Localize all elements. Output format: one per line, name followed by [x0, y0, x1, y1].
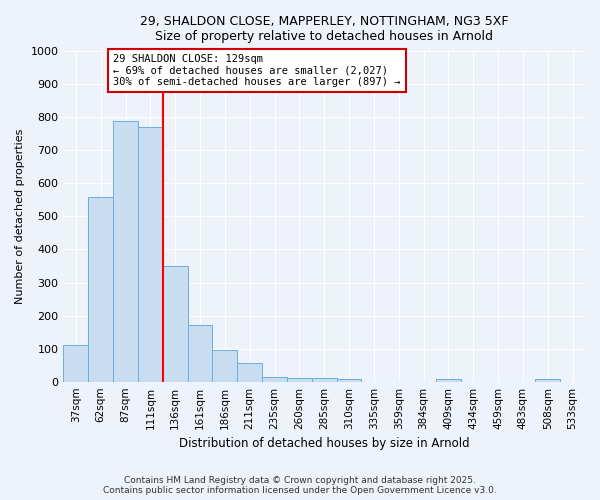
Bar [113, 120, 138, 382]
Bar [88, 196, 113, 382]
Bar [138, 127, 163, 382]
Bar [287, 378, 312, 382]
Bar [188, 326, 212, 382]
Bar [535, 379, 560, 382]
Text: Contains HM Land Registry data © Crown copyright and database right 2025.
Contai: Contains HM Land Registry data © Crown c… [103, 476, 497, 495]
Title: 29, SHALDON CLOSE, MAPPERLEY, NOTTINGHAM, NG3 5XF
Size of property relative to d: 29, SHALDON CLOSE, MAPPERLEY, NOTTINGHAM… [140, 15, 508, 43]
Bar [262, 376, 287, 382]
Bar [212, 350, 237, 382]
Bar [64, 346, 88, 382]
X-axis label: Distribution of detached houses by size in Arnold: Distribution of detached houses by size … [179, 437, 470, 450]
Bar [237, 364, 262, 382]
Bar [312, 378, 337, 382]
Bar [163, 266, 188, 382]
Y-axis label: Number of detached properties: Number of detached properties [15, 128, 25, 304]
Bar [436, 379, 461, 382]
Bar [337, 379, 361, 382]
Text: 29 SHALDON CLOSE: 129sqm
← 69% of detached houses are smaller (2,027)
30% of sem: 29 SHALDON CLOSE: 129sqm ← 69% of detach… [113, 54, 401, 87]
